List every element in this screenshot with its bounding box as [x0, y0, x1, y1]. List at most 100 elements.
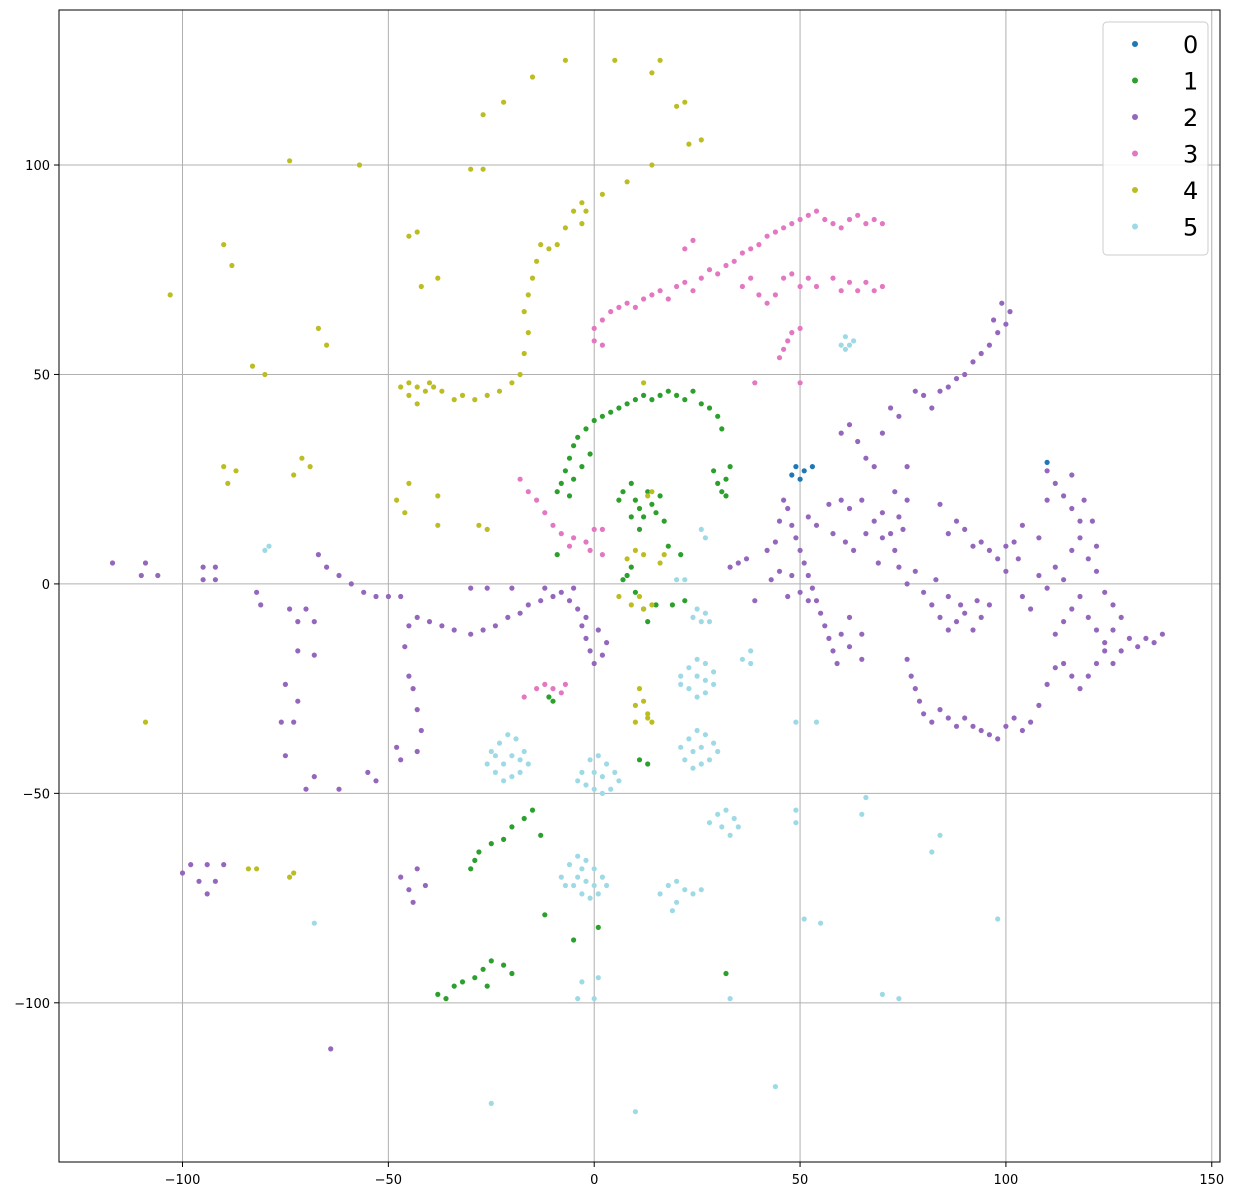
point-series-3: [608, 309, 614, 315]
legend-label-4: 4: [1183, 177, 1198, 205]
point-series-3: [756, 242, 762, 248]
point-series-1: [542, 912, 548, 918]
point-series-2: [863, 455, 869, 461]
point-series-5: [748, 648, 754, 654]
point-series-2: [324, 564, 330, 570]
point-series-4: [439, 388, 445, 394]
point-series-3: [674, 283, 680, 290]
point-series-4: [529, 275, 536, 281]
point-series-3: [550, 522, 556, 528]
point-series-1: [636, 757, 643, 763]
point-series-3: [871, 216, 877, 223]
point-series-5: [842, 334, 849, 340]
point-series-4: [459, 392, 466, 398]
point-series-5: [566, 862, 573, 868]
point-series-3: [723, 262, 729, 269]
point-series-3: [599, 526, 606, 533]
point-series-1: [678, 552, 684, 558]
point-series-1: [645, 489, 651, 495]
x-tick-label: 100: [994, 1173, 1019, 1188]
point-series-2: [846, 422, 853, 428]
point-series-1: [657, 493, 663, 499]
point-series-0: [801, 468, 807, 474]
point-series-4: [484, 526, 490, 533]
point-series-5: [727, 832, 733, 838]
point-series-2: [945, 715, 951, 721]
point-series-5: [678, 673, 684, 679]
point-series-3: [558, 690, 564, 696]
point-series-2: [1007, 309, 1013, 315]
point-series-2: [999, 300, 1005, 306]
point-series-2: [595, 627, 601, 633]
point-series-5: [579, 866, 585, 872]
point-series-2: [439, 623, 445, 629]
point-series-1: [562, 468, 569, 474]
point-series-5: [682, 757, 688, 763]
point-series-1: [501, 836, 507, 843]
point-series-3: [805, 275, 811, 281]
point-series-5: [748, 660, 754, 667]
point-series-1: [468, 866, 474, 872]
point-series-2: [888, 531, 894, 537]
point-series-2: [426, 619, 433, 625]
point-series-4: [414, 229, 420, 235]
point-series-5: [801, 916, 807, 922]
point-series-2: [937, 707, 943, 713]
point-series-1: [484, 983, 490, 989]
point-series-3: [748, 275, 754, 281]
point-series-2: [1118, 648, 1124, 654]
point-series-2: [200, 564, 206, 570]
point-series-2: [385, 593, 391, 600]
point-series-1: [723, 970, 729, 977]
point-series-4: [468, 166, 474, 172]
legend-label-3: 3: [1183, 141, 1198, 169]
point-series-4: [529, 74, 536, 80]
point-series-1: [443, 996, 449, 1002]
point-series-5: [311, 920, 317, 926]
point-series-2: [929, 719, 935, 725]
point-series-2: [1089, 518, 1095, 524]
point-series-4: [624, 556, 630, 562]
point-series-2: [805, 514, 811, 520]
point-series-2: [138, 572, 144, 579]
point-series-2: [1159, 631, 1165, 637]
point-series-2: [221, 862, 227, 868]
point-series-4: [682, 99, 688, 105]
point-series-2: [212, 564, 218, 570]
point-series-2: [764, 547, 770, 554]
point-series-5: [690, 765, 696, 771]
point-series-1: [599, 413, 606, 419]
point-series-2: [1069, 606, 1075, 612]
point-series-2: [1069, 673, 1075, 679]
point-series-2: [538, 598, 544, 604]
point-series-1: [571, 937, 577, 943]
point-series-5: [509, 753, 515, 759]
point-series-2: [365, 769, 371, 776]
x-tick-label: −100: [165, 1173, 201, 1188]
point-series-3: [534, 686, 540, 692]
point-series-4: [641, 380, 647, 386]
legend-label-5: 5: [1183, 214, 1198, 242]
point-series-1: [649, 397, 655, 403]
point-series-1: [706, 405, 713, 411]
point-series-1: [636, 526, 643, 533]
point-series-4: [636, 686, 643, 692]
point-series-5: [690, 614, 696, 621]
point-series-3: [558, 531, 564, 537]
point-series-5: [863, 794, 869, 801]
point-series-3: [797, 380, 803, 386]
point-series-2: [879, 510, 886, 516]
point-series-2: [912, 686, 918, 692]
point-series-5: [595, 891, 601, 897]
point-series-1: [575, 434, 581, 440]
point-series-1: [620, 577, 626, 583]
point-series-2: [995, 556, 1001, 562]
point-series-4: [229, 262, 235, 269]
point-series-3: [772, 229, 779, 235]
point-series-4: [249, 363, 256, 369]
point-series-2: [492, 623, 498, 629]
point-series-2: [1143, 635, 1149, 642]
point-series-3: [879, 221, 886, 227]
point-series-1: [628, 480, 634, 486]
point-series-2: [484, 585, 490, 591]
